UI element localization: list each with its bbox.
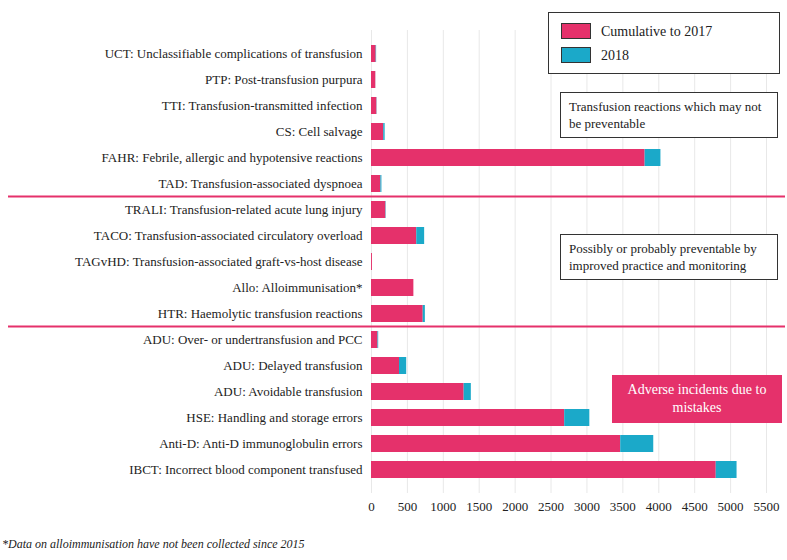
- svg-text:CS: Cell salvage: CS: Cell salvage: [276, 124, 363, 139]
- svg-text:1500: 1500: [466, 499, 492, 514]
- svg-text:ADU: Over- or undertransfusion: ADU: Over- or undertransfusion and PCC: [143, 332, 363, 347]
- svg-text:TAD: Transfusion-associated dy: TAD: Transfusion-associated dyspnoea: [158, 176, 362, 191]
- html-text:Possibly or probably preventab: Possibly or probably preventable by impr…: [569, 241, 757, 273]
- svg-text:UCT: Unclassifiable complicati: UCT: Unclassifiable complications of tra…: [105, 46, 363, 61]
- html-text:Transfusion reactions which ma: Transfusion reactions which may not be p…: [569, 99, 762, 131]
- svg-text:HSE: Handling and storage erro: HSE: Handling and storage errors: [186, 410, 362, 425]
- svg-text:FAHR: Febrile, allergic and hy: FAHR: Febrile, allergic and hypotensive …: [102, 150, 363, 165]
- html-text:Cumulative to 2017: Cumulative to 2017: [601, 23, 713, 39]
- html-text:Adverse incidents due to mista: Adverse incidents due to mistakes: [627, 382, 767, 415]
- svg-text:2500: 2500: [538, 499, 564, 514]
- svg-text:ADU: Delayed transfusion: ADU: Delayed transfusion: [223, 358, 363, 373]
- svg-text:4500: 4500: [682, 499, 708, 514]
- svg-text:TACO: Transfusion-associated c: TACO: Transfusion-associated circulatory…: [94, 228, 363, 243]
- svg-text:3000: 3000: [574, 499, 600, 514]
- svg-text:0: 0: [368, 499, 375, 514]
- svg-text:PTP: Post-transfusion purpura: PTP: Post-transfusion purpura: [205, 72, 363, 87]
- svg-text:Anti-D: Anti-D immunoglobulin: Anti-D: Anti-D immunoglobulin errors: [159, 436, 362, 451]
- svg-text:5500: 5500: [754, 499, 780, 514]
- svg-text:5000: 5000: [718, 499, 744, 514]
- html-text:*Data on alloimmunisation have: *Data on alloimmunisation have not been …: [2, 537, 305, 551]
- svg-text:2000: 2000: [502, 499, 528, 514]
- svg-text:1000: 1000: [430, 499, 456, 514]
- svg-text:ADU: Avoidable transfusion: ADU: Avoidable transfusion: [214, 384, 363, 399]
- svg-text:TAGvHD: Transfusion-associated: TAGvHD: Transfusion-associated graft-vs-…: [75, 254, 363, 269]
- svg-text:4000: 4000: [646, 499, 672, 514]
- svg-text:IBCT: Incorrect blood componen: IBCT: Incorrect blood component transfus…: [129, 462, 363, 477]
- svg-text:TTI: Transfusion-transmitted i: TTI: Transfusion-transmitted infection: [162, 98, 363, 113]
- svg-text:HTR: Haemolytic transfusion re: HTR: Haemolytic transfusion reactions: [158, 306, 363, 321]
- svg-text:500: 500: [398, 499, 418, 514]
- html-text:2018: 2018: [601, 47, 629, 63]
- svg-text:TRALI: Transfusion-related acu: TRALI: Transfusion-related acute lung in…: [125, 202, 363, 217]
- svg-text:3500: 3500: [610, 499, 636, 514]
- svg-text:Allo: Alloimmunisation*: Allo: Alloimmunisation*: [232, 280, 362, 295]
